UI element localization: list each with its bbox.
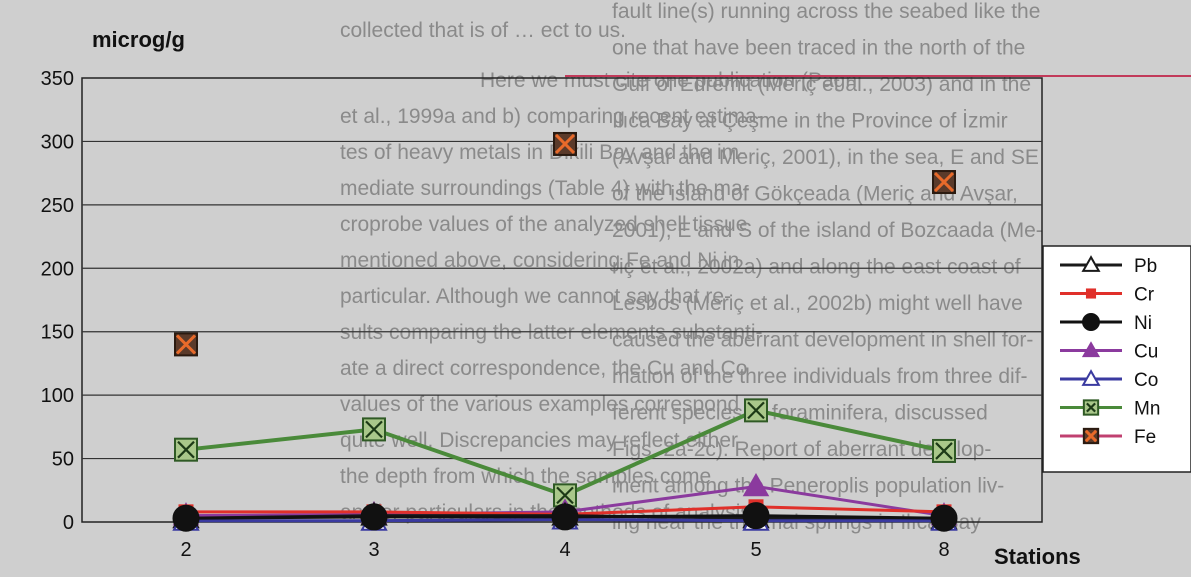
x-tick-label: 4	[559, 539, 570, 561]
series-fe	[174, 131, 956, 357]
legend-entry: Mn	[1060, 399, 1160, 420]
data-point-marker-cross	[177, 440, 195, 459]
background-text-line: Lesbos (Meriç et al., 2002b) might well …	[612, 292, 1023, 315]
data-point-marker-cross	[365, 420, 383, 439]
background-text-line: mation of the three individuals from thr…	[612, 365, 1028, 388]
y-tick-label: 250	[41, 195, 74, 217]
data-point-marker-cross	[1086, 402, 1096, 413]
legend-label: Mn	[1134, 399, 1160, 420]
data-point-marker-cross	[175, 334, 197, 355]
x-tick-label: 8	[938, 539, 949, 561]
data-point-marker	[172, 504, 200, 532]
legend-label: Cu	[1134, 342, 1158, 363]
series-ni	[172, 502, 958, 532]
data-point-marker	[1082, 313, 1100, 331]
legend: Pb Cr Ni Cu Co Mn Fe	[1042, 245, 1191, 473]
legend-label: Cr	[1134, 285, 1155, 306]
x-tick-label: 2	[180, 539, 191, 561]
background-text-line: mediate surroundings (Table 4) with the …	[340, 177, 750, 200]
data-point-marker	[360, 503, 388, 531]
background-text-line: 2001), E and S of the island of Bozcaada…	[612, 219, 1043, 242]
background-text-line: Ilıca Bay at Çeşme in the Province of İz…	[612, 110, 1008, 133]
background-text-line: collected that is of … ect to us.	[340, 19, 626, 42]
x-axis-title: Stations	[994, 544, 1081, 569]
y-axis-ticks: 0 50 100 150 200 250 300 350	[41, 68, 74, 534]
background-text-line: Figs. 2a-2c). Report of aberrant develop…	[612, 438, 991, 461]
background-text-line: ferent species of foraminifera, discusse…	[612, 402, 988, 425]
data-point-marker	[1081, 255, 1101, 272]
background-text-line: (Avşar and Meriç, 2001), in the sea, E a…	[612, 146, 1039, 169]
data-point-marker	[551, 503, 579, 531]
legend-entry: Cu	[1060, 341, 1158, 363]
background-text-line: particular. Although we cannot say that …	[340, 285, 731, 308]
data-point-marker-cross	[933, 171, 955, 193]
y-tick-label: 50	[52, 449, 74, 471]
legend-entry: Co	[1060, 369, 1158, 391]
y-tick-label: 100	[41, 385, 74, 407]
data-point-marker	[1081, 341, 1101, 358]
legend-label: Ni	[1134, 313, 1152, 334]
background-text-line: caused the aberrant development in shell…	[612, 329, 1033, 352]
gridlines	[82, 140, 1042, 460]
legend-label: Fe	[1134, 427, 1156, 448]
data-point-marker-cross	[935, 442, 953, 460]
data-point-marker	[742, 472, 770, 497]
legend-entry: Fe	[1060, 427, 1156, 448]
series-layer	[172, 131, 958, 532]
legend-box	[1042, 245, 1191, 473]
data-point-marker	[1081, 369, 1101, 386]
data-point-marker	[742, 502, 770, 530]
y-tick-label: 150	[41, 322, 74, 344]
background-text-line: one that have been traced in the north o…	[612, 37, 1025, 60]
y-tick-label: 0	[63, 512, 74, 534]
background-text-line: of the island of Gökçeada (Meriç and Avş…	[612, 183, 1018, 206]
legend-entry: Ni	[1060, 313, 1152, 334]
background-text-line: croprobe values of the analyzed shell ti…	[340, 213, 747, 236]
background-text-line: quite well. Discrepancies may reflect ei…	[340, 429, 738, 452]
background-text-line: tes of heavy metals in Dikili Bay and th…	[340, 141, 746, 164]
y-tick-label: 350	[41, 68, 74, 90]
background-text-line: Here we must cite one publication (Pagn	[480, 69, 857, 92]
background-text-line: mentioned above, considering Fe and Ni i…	[340, 249, 739, 272]
legend-entry: Pb	[1060, 255, 1157, 277]
legend-entry: Cr	[1060, 285, 1155, 306]
data-point-marker	[930, 504, 958, 532]
data-point-marker	[1085, 288, 1097, 299]
y-tick-label: 200	[41, 258, 74, 280]
data-point-marker-cross	[554, 133, 576, 155]
background-text-line: riç et al., 2002a) and along the east co…	[612, 256, 1021, 279]
x-tick-label: 5	[750, 539, 761, 561]
background-text-line: ate a direct correspondence, the Cu and …	[340, 357, 747, 380]
legend-label: Pb	[1134, 256, 1157, 277]
x-tick-label: 3	[368, 539, 379, 561]
background-text-line: et al., 1999a and b) comparing recent es…	[340, 105, 764, 128]
series-mn	[174, 398, 956, 508]
data-point-marker-cross	[1084, 429, 1098, 443]
data-point-marker-cross	[747, 401, 765, 420]
background-text-line: values of the various examples correspon…	[340, 393, 739, 416]
data-point-marker-cross	[556, 486, 574, 505]
series-line	[185, 408, 945, 498]
y-tick-label: 300	[41, 131, 74, 153]
background-text-line: fault line(s) running across the seabed …	[612, 0, 1040, 23]
background-text-line: sults comparing the latter elements subs…	[340, 321, 763, 344]
y-axis-title: microg/g	[92, 27, 185, 52]
legend-label: Co	[1134, 370, 1158, 391]
